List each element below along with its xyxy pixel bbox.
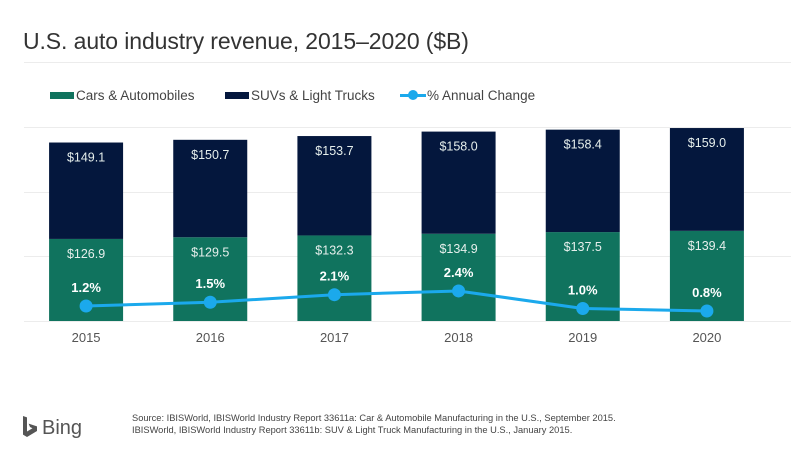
bing-icon — [23, 416, 37, 437]
bar-label-cars: $132.3 — [315, 243, 353, 257]
suvs-swatch — [225, 91, 249, 99]
bars — [49, 128, 744, 321]
gridlines — [24, 127, 791, 322]
x-tick-label: 2019 — [568, 330, 597, 345]
bar-suvs-2020 — [669, 128, 744, 231]
bar-label-cars: $137.5 — [564, 240, 602, 254]
bar-suvs-2015 — [49, 142, 124, 239]
annual-change-label: 1.5% — [195, 276, 225, 291]
annual-change-point — [452, 284, 466, 298]
bar-label-suvs: $150.7 — [191, 148, 229, 162]
title-divider — [24, 62, 791, 63]
bing-wordmark: Bing — [42, 416, 83, 439]
source-line: IBISWorld, IBISWorld Industry Report 336… — [132, 424, 573, 435]
bar-suvs-2018 — [421, 131, 496, 234]
annual-change-point — [79, 299, 93, 313]
bar-cars-2018 — [421, 233, 496, 321]
bar-label-cars: $139.4 — [688, 239, 726, 253]
x-tick-label: 2018 — [444, 330, 473, 345]
x-tick-label: 2016 — [196, 330, 225, 345]
x-tick-label: 2015 — [72, 330, 101, 345]
bar-label-cars: $126.9 — [67, 247, 105, 261]
x-tick-label: 2020 — [692, 330, 721, 345]
annual-change-polyline — [86, 289, 707, 313]
source-citation: Source: IBISWorld, IBISWorld Industry Re… — [132, 413, 616, 436]
bar-labels: $126.9 $149.1 $129.5 $150.7 $132.3 $153.7 $134… — [67, 136, 726, 261]
annual-change-label: 1.0% — [568, 282, 598, 297]
annual-change-point — [700, 304, 714, 318]
annual-change-labels: 1.2% 1.5% 2.1% 2.4% 1.0% 0.8% — [71, 265, 722, 300]
x-tick-label: 2017 — [320, 330, 349, 345]
bar-suvs-2017 — [297, 136, 372, 236]
bing-logo[interactable]: Bing — [22, 416, 82, 440]
legend-item-cars[interactable]: Cars & Automobiles — [50, 86, 195, 104]
line-marker-icon — [400, 90, 426, 100]
x-axis: 2015 2016 2017 2018 2019 2020 — [72, 330, 722, 345]
bar-label-suvs: $158.4 — [564, 138, 602, 152]
bar-label-suvs: $153.7 — [315, 144, 353, 158]
annual-change-label: 2.1% — [320, 269, 350, 284]
annual-change-point — [203, 295, 217, 309]
legend-item-annual-change[interactable]: % Annual Change — [400, 86, 535, 104]
legend: Cars & Automobiles SUVs & Light Trucks %… — [0, 86, 791, 106]
annual-change-label: 2.4% — [444, 265, 474, 280]
bar-suvs-2016 — [173, 139, 248, 238]
bar-suvs-2019 — [545, 129, 620, 233]
cars-swatch — [50, 91, 74, 99]
source-line: Source: IBISWorld, IBISWorld Industry Re… — [132, 413, 616, 423]
chart-title: U.S. auto industry revenue, 2015–2020 ($… — [23, 28, 469, 54]
annual-change-point — [576, 301, 590, 315]
annual-change-label: 1.2% — [71, 280, 101, 295]
bar-label-suvs: $159.0 — [688, 136, 726, 150]
legend-label-annual-change: % Annual Change — [427, 87, 536, 103]
legend-label-suvs: SUVs & Light Trucks — [251, 87, 375, 103]
bar-label-suvs: $149.1 — [67, 151, 105, 165]
annual-change-point — [327, 288, 341, 302]
bar-cars-2017 — [297, 235, 372, 321]
bar-label-cars: $134.9 — [439, 242, 477, 256]
annual-change-label: 0.8% — [692, 285, 722, 300]
legend-item-suvs[interactable]: SUVs & Light Trucks — [225, 86, 375, 104]
annual-change-line — [79, 284, 714, 318]
bar-label-suvs: $158.0 — [439, 140, 477, 154]
legend-label-cars: Cars & Automobiles — [76, 87, 195, 103]
bar-label-cars: $129.5 — [191, 245, 229, 259]
